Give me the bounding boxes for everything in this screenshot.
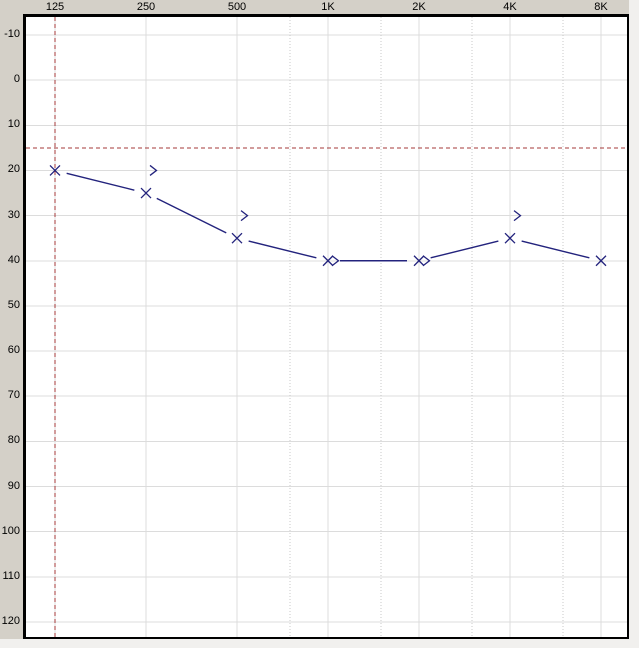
x-axis-label: 125 bbox=[45, 1, 65, 13]
x-axis-label: 1K bbox=[321, 1, 335, 13]
y-axis-label: 0 bbox=[13, 73, 20, 86]
x-axis-label: 500 bbox=[227, 1, 247, 13]
right-margin-strip bbox=[629, 0, 639, 648]
y-axis-label: 60 bbox=[7, 344, 20, 357]
x-axis-label: 250 bbox=[136, 1, 156, 13]
bottom-margin-strip bbox=[0, 639, 639, 648]
y-axis-label: 120 bbox=[1, 614, 20, 627]
x-axis-label: 4K bbox=[503, 1, 517, 13]
y-axis-label: -10 bbox=[4, 28, 20, 40]
y-axis-label: 50 bbox=[7, 298, 20, 311]
plot-area[interactable] bbox=[23, 14, 629, 639]
y-axis-label: 40 bbox=[7, 253, 20, 266]
x-axis-label: 2K bbox=[412, 1, 426, 13]
x-axis-label: 8K bbox=[594, 1, 608, 13]
y-axis-label: 110 bbox=[2, 569, 20, 582]
y-axis-label: 10 bbox=[7, 118, 20, 131]
y-axis-label: 70 bbox=[7, 389, 20, 402]
y-axis-label: 30 bbox=[7, 208, 20, 221]
y-axis-label: 90 bbox=[7, 479, 20, 492]
y-axis-label: 20 bbox=[7, 163, 20, 176]
y-axis-label: 80 bbox=[7, 434, 20, 447]
y-axis-label: 100 bbox=[1, 524, 20, 537]
